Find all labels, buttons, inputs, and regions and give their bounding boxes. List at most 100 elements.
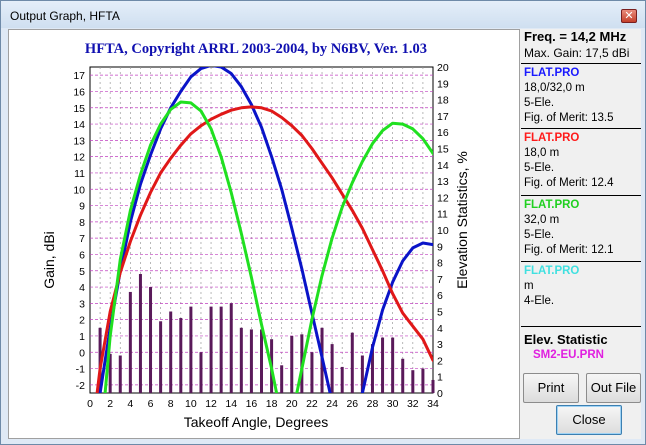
model-entry-3: FLAT.PRO 32,0 m 5-Ele. Fig. of Merit: 12… [524, 198, 641, 258]
y2-axis-label: Elevation Statistics, % [454, 151, 470, 289]
merit-label: Fig. of Merit: [524, 112, 588, 124]
model-file: FLAT.PRO [524, 265, 580, 277]
elevation-bar [219, 306, 223, 393]
merit-value: 12.1 [591, 244, 614, 256]
elevation-chart: 0 2 4 6 8 10 12 14 16 18 20 22 24 26 28 30 32 34-2-101234… [41, 41, 470, 430]
y2-tick-label: 14 [437, 160, 449, 172]
x-tick-label: 20 [286, 398, 298, 410]
model-merit: Fig. of Merit: 12.4 [524, 176, 641, 191]
elevation-bar [138, 274, 142, 393]
y2-tick-label: 12 [437, 192, 449, 204]
model-elements: 5-Ele. [524, 162, 555, 174]
gain-series-line [103, 100, 279, 393]
elevation-bar [189, 306, 193, 393]
y-tick-label: 9 [79, 201, 85, 213]
x-tick-label: 0 [87, 398, 93, 410]
y2-tick-label: 0 [437, 388, 443, 400]
y2-tick-label: 9 [437, 241, 443, 253]
y-tick-label: 13 [73, 135, 85, 147]
y-tick-label: 16 [73, 86, 85, 98]
model-merit: Fig. of Merit: 13.5 [524, 111, 641, 126]
client-area: 0 2 4 6 8 10 12 14 16 18 20 22 24 26 28 30 32 34 -2 -1 0 1 2 3 4… [8, 29, 641, 439]
side-panel: Freq. = 14,2 MHz Max. Gain: 17,5 dBi FLA… [521, 29, 641, 439]
x-tick-label: 34 [427, 398, 439, 410]
elevation-bar [239, 327, 243, 393]
model-elements: 4-Ele. [524, 295, 555, 307]
separator [521, 326, 641, 327]
elevation-bar [401, 358, 405, 393]
elevation-bar [199, 352, 203, 393]
elevation-bar [370, 344, 374, 393]
separator [521, 128, 641, 129]
y-tick-label: 3 [79, 298, 85, 310]
elevation-bar [280, 365, 284, 393]
y-tick-label: 6 [79, 249, 85, 261]
y-tick-label: 4 [79, 282, 85, 294]
elevation-bar [340, 366, 344, 393]
axis-layer: 0 2 4 6 8 10 12 14 16 18 20 22 24 26 28 30 32 34-2-101234… [73, 62, 449, 410]
x-tick-label: 10 [185, 398, 197, 410]
model-merit: Fig. of Merit: 12.1 [524, 243, 641, 258]
close-button[interactable]: Close [556, 405, 622, 435]
elevation-bar [411, 370, 415, 393]
y-tick-label: 14 [73, 119, 85, 131]
y2-tick-label: 8 [437, 258, 443, 270]
x-tick-label: 30 [387, 398, 399, 410]
model-file: FLAT.PRO [524, 199, 580, 211]
y2-tick-label: 5 [437, 307, 443, 319]
x-tick-label: 28 [367, 398, 379, 410]
elevation-bar [108, 353, 112, 393]
y-tick-label: 5 [79, 266, 85, 278]
x-tick-label: 2 [107, 398, 113, 410]
elevation-bar [159, 321, 163, 393]
y2-tick-label: 17 [437, 111, 449, 123]
elevation-bar [290, 335, 294, 393]
model-file: FLAT.PRO [524, 132, 580, 144]
max-gain-label: Max. Gain: 17,5 dBi [524, 46, 630, 60]
elevation-bar [350, 332, 354, 393]
y2-tick-label: 16 [437, 127, 449, 139]
y2-tick-label: 7 [437, 274, 443, 286]
x-tick-label: 6 [148, 398, 154, 410]
elevation-bar [149, 287, 153, 393]
out-file-button[interactable]: Out File [586, 373, 641, 403]
y-tick-label: 7 [79, 233, 85, 245]
model-height: 32,0 m [524, 214, 560, 226]
y2-tick-label: 11 [437, 209, 448, 221]
model-elements: 5-Ele. [524, 97, 555, 109]
elevation-bar [128, 291, 132, 393]
x-axis-label: Takeoff Angle, Degrees [184, 414, 329, 430]
y2-tick-label: 3 [437, 339, 443, 351]
y-tick-label: 10 [73, 184, 85, 196]
y-tick-label: 1 [79, 331, 85, 343]
frequency-label: Freq. = 14,2 MHz [524, 29, 627, 44]
y2-tick-label: 13 [437, 176, 449, 188]
print-button[interactable]: Print [523, 373, 579, 403]
y-tick-label: 0 [79, 347, 85, 359]
elevation-bar [421, 368, 425, 393]
elevation-bar [391, 337, 395, 393]
y2-tick-label: 18 [437, 95, 449, 107]
merit-label: Fig. of Merit: [524, 244, 588, 256]
y-tick-label: -1 [76, 364, 85, 376]
model-entry-1: FLAT.PRO 18,0/32,0 m 5-Ele. Fig. of Meri… [524, 66, 641, 126]
elevation-bar [260, 329, 263, 393]
elevation-bar [360, 355, 364, 393]
merit-value: 12.4 [591, 177, 614, 189]
model-height: m [524, 280, 534, 292]
y-tick-label: -2 [76, 380, 85, 392]
x-tick-label: 32 [407, 398, 419, 410]
x-tick-label: 4 [127, 398, 133, 410]
elevation-bar [209, 306, 213, 393]
window-close-icon[interactable]: ✕ [621, 9, 637, 23]
x-tick-label: 14 [225, 398, 237, 410]
gain-series-line [95, 105, 433, 393]
y-tick-label: 11 [74, 168, 85, 180]
y-tick-label: 12 [73, 152, 85, 164]
x-tick-label: 8 [168, 398, 174, 410]
x-tick-label: 12 [205, 398, 217, 410]
elevation-bar [249, 329, 253, 393]
merit-value: 13.5 [591, 112, 614, 124]
elevation-bar [330, 344, 334, 393]
